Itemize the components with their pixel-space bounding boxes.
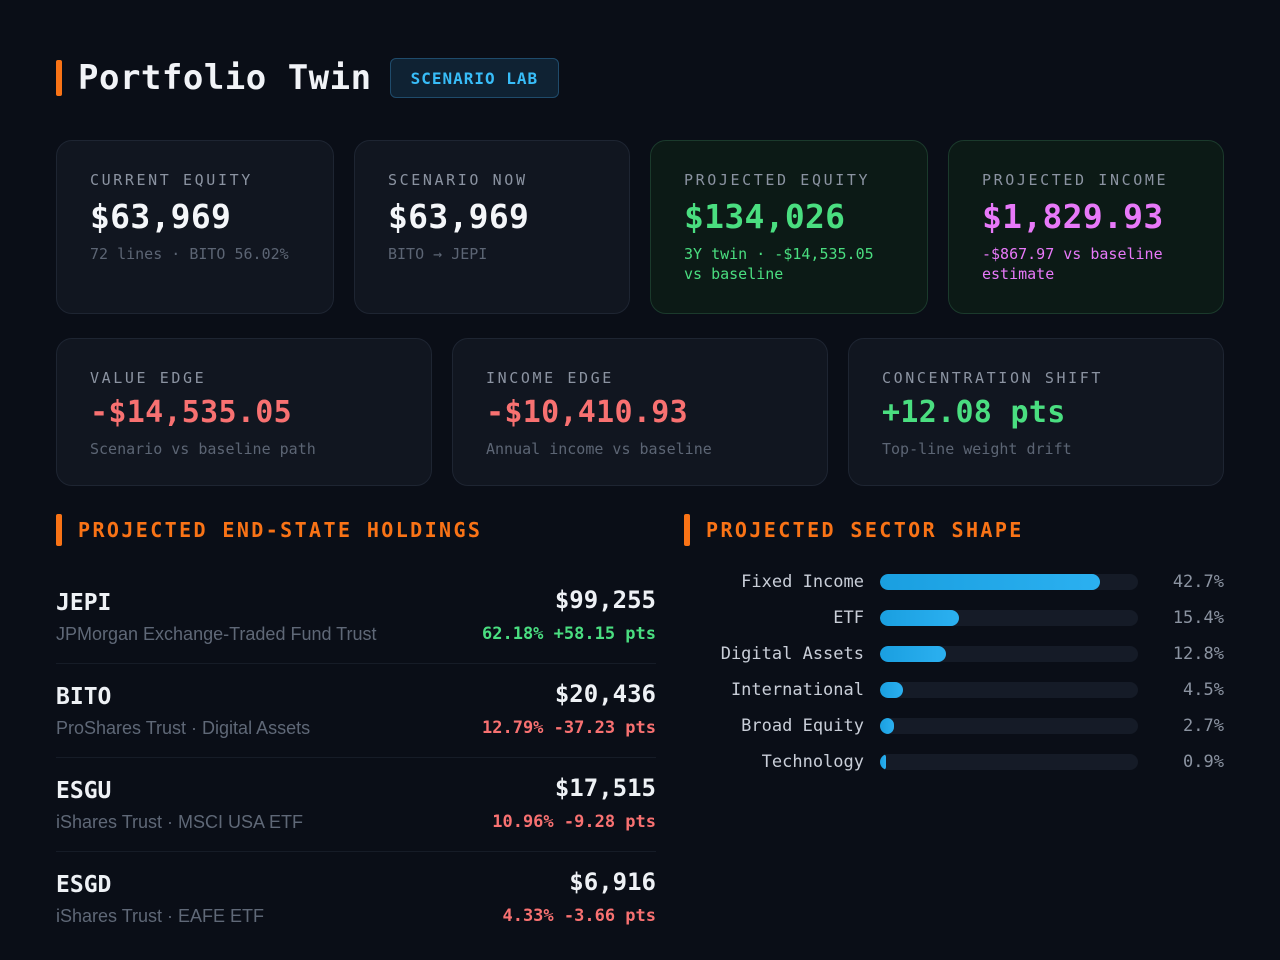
holding-delta: 12.79% -37.23 pts <box>482 718 656 738</box>
sector-percent: 2.7% <box>1183 716 1224 736</box>
kpi-label: CONCENTRATION SHIFT <box>882 369 1103 387</box>
kpi-current-equity: CURRENT EQUITY $63,969 72 lines · BITO 5… <box>56 140 334 314</box>
kpi-value: $134,026 <box>684 197 846 236</box>
sector-row-international: International 4.5% <box>684 672 1224 708</box>
kpi-label: VALUE EDGE <box>90 369 207 387</box>
sectors-section-header: PROJECTED SECTOR SHAPE <box>684 514 1024 546</box>
sectors-section-title: PROJECTED SECTOR SHAPE <box>706 518 1024 542</box>
holding-name: iShares Trust · MSCI USA ETF <box>56 812 304 832</box>
kpi-label: PROJECTED EQUITY <box>684 171 871 189</box>
sector-percent: 4.5% <box>1183 680 1224 700</box>
holding-ticker: ESGD <box>56 872 112 898</box>
holding-amount: $20,436 <box>554 680 656 708</box>
sector-bar-fill <box>880 718 894 734</box>
holding-row-jepi[interactable]: JEPI JPMorgan Exchange-Traded Fund Trust… <box>56 570 656 664</box>
sector-bar-track <box>880 574 1138 590</box>
sector-row-technology: Technology 0.9% <box>684 744 1224 780</box>
sector-name: International <box>730 680 864 700</box>
page-header: Portfolio Twin SCENARIO LAB <box>56 58 560 98</box>
kpi-sub: 72 lines · BITO 56.02% <box>90 245 289 263</box>
kpi-scenario-now: SCENARIO NOW $63,969 BITO → JEPI <box>354 140 630 314</box>
sector-bar-fill <box>880 574 1101 590</box>
sector-name: Broad Equity <box>741 716 864 736</box>
sector-bar-track <box>880 754 1138 770</box>
kpi-value: -$10,410.93 <box>486 395 688 430</box>
kpi-value: $1,829.93 <box>982 197 1164 236</box>
holding-ticker: ESGU <box>56 778 112 804</box>
kpi-value: $63,969 <box>90 197 232 236</box>
sector-bar-fill <box>880 610 960 626</box>
sector-name: ETF <box>833 608 864 628</box>
kpi-value-edge: VALUE EDGE -$14,535.05 Scenario vs basel… <box>56 338 432 486</box>
kpi-label: CURRENT EQUITY <box>90 171 253 189</box>
holding-row-bito[interactable]: BITO ProShares Trust · Digital Assets $2… <box>56 664 656 758</box>
kpi-sub: Scenario vs baseline path <box>90 440 316 458</box>
sector-bar-fill <box>880 754 887 770</box>
kpi-sub: Annual income vs baseline <box>486 440 712 458</box>
holding-amount: $17,515 <box>554 774 656 802</box>
holding-name: iShares Trust · EAFE ETF <box>56 906 265 926</box>
holding-delta: 62.18% +58.15 pts <box>482 624 656 644</box>
sector-bar-track <box>880 682 1138 698</box>
sector-percent: 15.4% <box>1172 608 1224 628</box>
kpi-income-edge: INCOME EDGE -$10,410.93 Annual income vs… <box>452 338 828 486</box>
kpi-value: -$14,535.05 <box>90 395 292 430</box>
holding-delta: 4.33% -3.66 pts <box>502 906 656 926</box>
kpi-label: SCENARIO NOW <box>388 171 528 189</box>
sector-percent: 42.7% <box>1172 572 1224 592</box>
sector-name: Technology <box>761 752 864 772</box>
kpi-sub: Top-line weight drift <box>882 440 1072 458</box>
sector-row-fixed-income: Fixed Income 42.7% <box>684 564 1224 600</box>
scenario-lab-badge[interactable]: SCENARIO LAB <box>389 58 560 98</box>
sector-row-digital-assets: Digital Assets 12.8% <box>684 636 1224 672</box>
kpi-label: INCOME EDGE <box>486 369 614 387</box>
kpi-sub: 3Y twin · -$14,535.05 vs baseline <box>684 245 874 283</box>
kpi-sub: BITO → JEPI <box>388 245 488 263</box>
holding-amount: $99,255 <box>554 586 656 614</box>
sector-bars: Fixed Income 42.7% ETF 15.4% Digital Ass… <box>684 564 1224 780</box>
kpi-projected-income: PROJECTED INCOME $1,829.93 -$867.97 vs b… <box>948 140 1224 314</box>
sector-bar-fill <box>880 682 904 698</box>
kpi-label: PROJECTED INCOME <box>982 171 1169 189</box>
sector-bar-track <box>880 646 1138 662</box>
header-accent-bar <box>56 60 62 96</box>
section-accent-bar <box>56 514 62 546</box>
sector-bar-track <box>880 718 1138 734</box>
sector-name: Fixed Income <box>741 572 864 592</box>
sector-percent: 12.8% <box>1172 644 1224 664</box>
holding-row-esgu[interactable]: ESGU iShares Trust · MSCI USA ETF $17,51… <box>56 758 656 852</box>
holding-name: JPMorgan Exchange-Traded Fund Trust <box>56 624 377 644</box>
kpi-concentration-shift: CONCENTRATION SHIFT +12.08 pts Top-line … <box>848 338 1224 486</box>
kpi-sub: -$867.97 vs baseline estimate <box>982 245 1163 283</box>
holding-amount: $6,916 <box>569 868 656 896</box>
sector-bar-fill <box>880 646 947 662</box>
holdings-section-header: PROJECTED END-STATE HOLDINGS <box>56 514 482 546</box>
sector-bar-track <box>880 610 1138 626</box>
holding-ticker: BITO <box>56 684 112 710</box>
holding-delta: 10.96% -9.28 pts <box>492 812 656 832</box>
kpi-value: $63,969 <box>388 197 530 236</box>
sector-percent: 0.9% <box>1183 752 1224 772</box>
kpi-value: +12.08 pts <box>882 395 1066 430</box>
page-title: Portfolio Twin <box>78 58 372 98</box>
holdings-section-title: PROJECTED END-STATE HOLDINGS <box>78 518 483 542</box>
holding-name: ProShares Trust · Digital Assets <box>56 718 311 738</box>
sector-row-broad-equity: Broad Equity 2.7% <box>684 708 1224 744</box>
holding-row-esgd[interactable]: ESGD iShares Trust · EAFE ETF $6,916 4.3… <box>56 852 656 946</box>
sector-name: Digital Assets <box>720 644 864 664</box>
sector-row-etf: ETF 15.4% <box>684 600 1224 636</box>
holdings-list: JEPI JPMorgan Exchange-Traded Fund Trust… <box>56 570 656 946</box>
section-accent-bar <box>684 514 690 546</box>
holding-ticker: JEPI <box>56 590 112 616</box>
kpi-projected-equity: PROJECTED EQUITY $134,026 3Y twin · -$14… <box>650 140 928 314</box>
